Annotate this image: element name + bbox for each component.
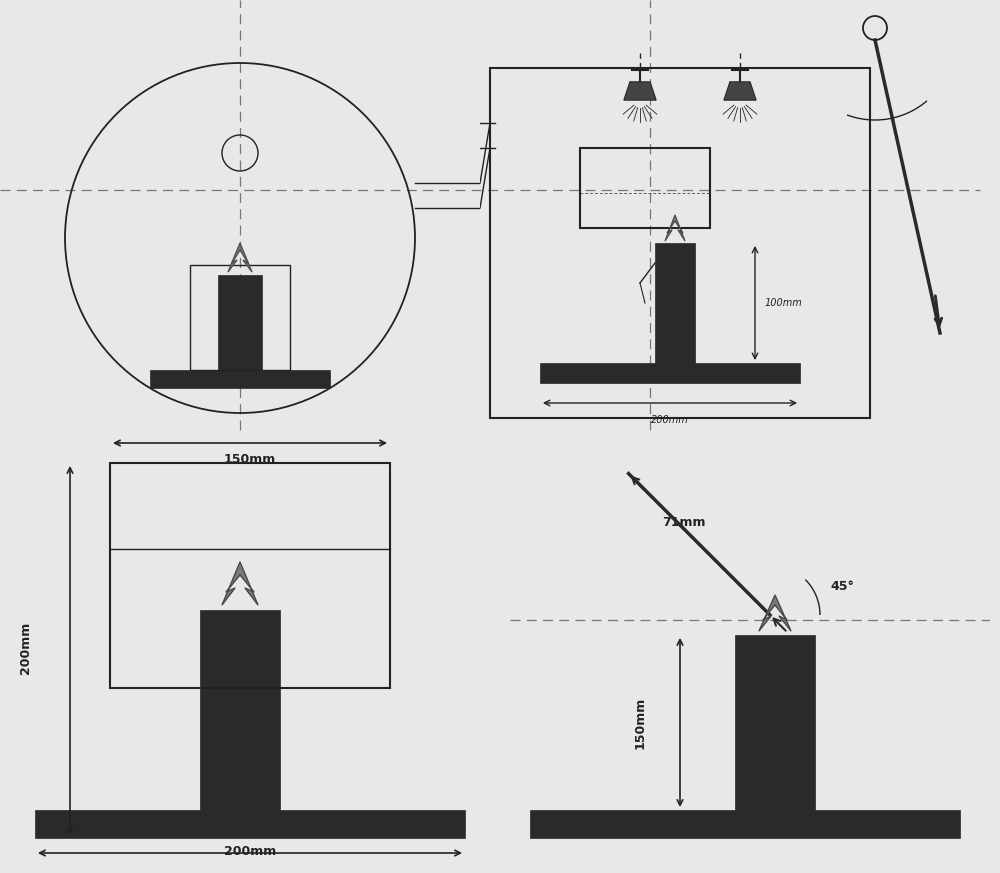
Bar (655, 243, 695, 363)
Polygon shape (665, 215, 685, 241)
Text: 45°: 45° (830, 580, 854, 593)
Polygon shape (222, 562, 258, 605)
Bar (218, 275, 262, 370)
Text: 100mm: 100mm (765, 298, 803, 308)
Bar (150, 370, 330, 388)
Polygon shape (724, 82, 756, 100)
Bar (735, 635, 815, 810)
Bar (540, 363, 800, 383)
Bar (190, 265, 290, 370)
Text: 71mm: 71mm (663, 516, 706, 529)
Polygon shape (624, 82, 656, 100)
Bar (110, 463, 390, 688)
Text: 150mm: 150mm (634, 697, 646, 749)
Polygon shape (759, 595, 791, 631)
Text: 150mm: 150mm (224, 453, 276, 466)
Bar (530, 810, 960, 838)
Text: 200mm: 200mm (18, 622, 32, 674)
Bar (580, 148, 710, 228)
Bar (200, 610, 280, 810)
Polygon shape (228, 243, 252, 272)
Bar (490, 68, 870, 418)
Text: 200mm: 200mm (224, 845, 276, 858)
Bar (35, 810, 465, 838)
Text: 200mm: 200mm (651, 415, 689, 425)
